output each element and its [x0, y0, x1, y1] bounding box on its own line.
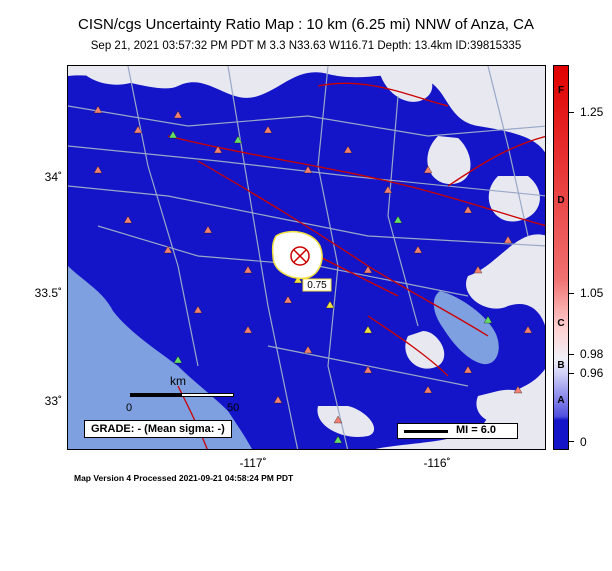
scale-value-1-05: 1.05	[580, 286, 604, 300]
station-triangles	[93, 105, 533, 424]
scalebar-unit: km	[170, 374, 186, 388]
scale-letter-d: D	[557, 195, 565, 206]
scale-letter-c: C	[557, 318, 565, 329]
station-triangles-yellow	[293, 275, 373, 334]
ocean	[68, 266, 252, 449]
contour-label: 0.75	[307, 280, 327, 291]
high-ratio-blob	[405, 331, 445, 369]
map-title: CISN/cgs Uncertainty Ratio Map : 10 km (…	[78, 16, 534, 33]
grade-box: GRADE: - (Mean sigma: -)	[84, 420, 232, 438]
lat-label-34: 34˚	[44, 170, 62, 184]
lat-label-33: 33˚	[44, 394, 62, 408]
scale-value-1-25: 1.25	[580, 105, 604, 119]
faults	[167, 82, 545, 449]
scale-tick	[569, 373, 574, 374]
high-ratio-blob	[317, 406, 375, 437]
lon-label-117: -117˚	[239, 456, 267, 470]
mi-line	[404, 430, 448, 433]
high-ratio-blob	[208, 66, 283, 89]
epicenter-circle	[290, 246, 310, 266]
high-ratio-blob	[488, 176, 540, 222]
scale-tick	[569, 354, 574, 355]
map-frame: 0.75	[67, 65, 546, 450]
event-subtitle: Sep 21, 2021 03:57:32 PM PDT M 3.3 N33.6…	[90, 40, 522, 52]
high-ratio-blob	[427, 136, 471, 185]
color-scale	[553, 65, 569, 450]
scale-letter-f: F	[557, 85, 565, 96]
scale-value-0-98: 0.98	[580, 347, 604, 361]
epicenter-star	[293, 249, 307, 263]
scale-tick	[569, 441, 574, 442]
high-ratio-blob	[378, 66, 433, 102]
lat-label-33-5: 33.5˚	[34, 286, 62, 300]
scale-value-0: 0	[580, 435, 587, 449]
high-ratio-blob	[476, 389, 531, 424]
scale-letter-a: A	[557, 395, 565, 406]
scale-letter-b: B	[557, 360, 565, 371]
color-scale-gradient	[554, 66, 568, 449]
scalebar-tick-50: 50	[227, 402, 240, 414]
mi-legend: MI = 6.0	[397, 423, 518, 439]
contour-label-box	[302, 278, 332, 292]
map-version-footer: Map Version 4 Processed 2021-09-21 04:58…	[74, 473, 294, 483]
scalebar	[130, 393, 234, 397]
station-triangles-green	[168, 130, 493, 444]
scale-tick	[569, 112, 574, 113]
scalebar-tick-0: 0	[126, 402, 133, 414]
scale-value-0-96: 0.96	[580, 366, 604, 380]
map-canvas: 0.75	[68, 66, 545, 449]
mi-label: MI = 6.0	[456, 424, 497, 436]
lon-label-116: -116˚	[423, 456, 451, 470]
high-ratio-blob	[527, 266, 545, 311]
lake	[433, 291, 499, 365]
scale-tick	[569, 293, 574, 294]
contour-075	[271, 230, 323, 279]
